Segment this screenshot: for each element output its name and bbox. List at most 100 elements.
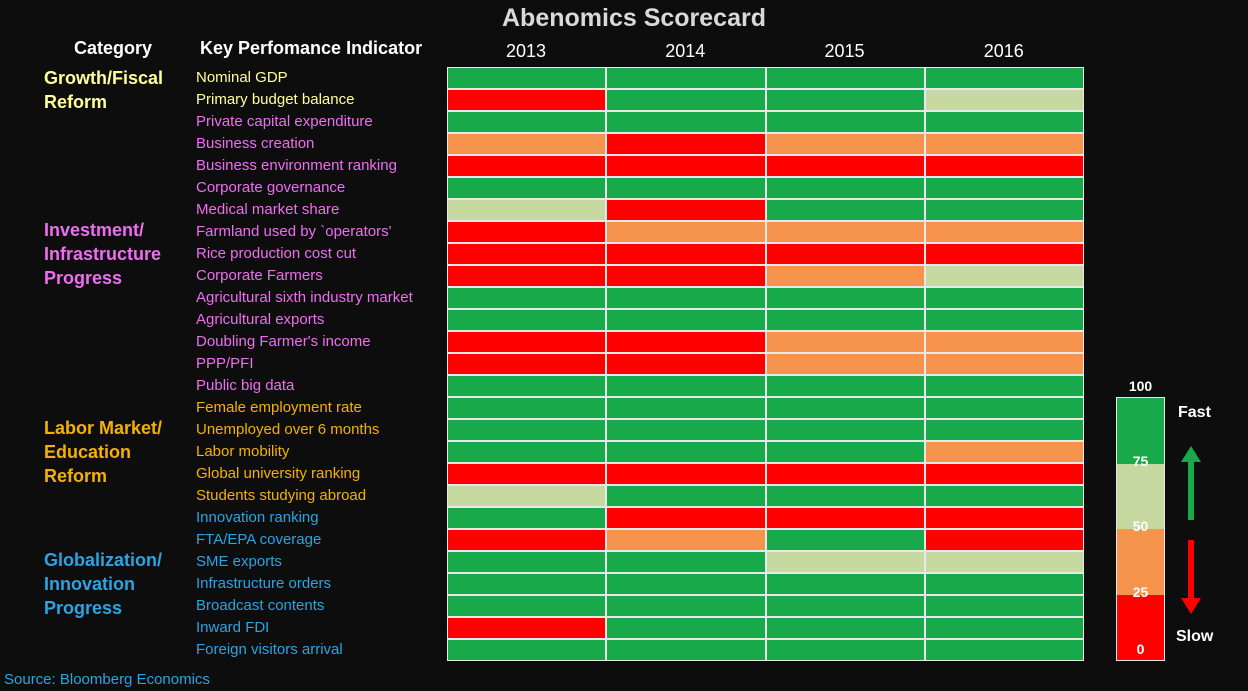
heatmap-cell: [765, 463, 925, 485]
heatmap-cell: [606, 309, 766, 331]
legend-tick-label: 75: [1132, 452, 1149, 469]
heatmap-cell: [924, 419, 1084, 441]
heatmap-cell: [606, 155, 766, 177]
heatmap-cell: [765, 89, 925, 111]
kpi-label: Farmland used by `operators': [196, 223, 392, 240]
heatmap-cell: [924, 441, 1084, 463]
kpi-label: Inward FDI: [196, 619, 270, 636]
heatmap-cell: [765, 551, 925, 573]
heatmap-cell: [606, 243, 766, 265]
kpi-label: Private capital expenditure: [196, 113, 373, 130]
heatmap-cell: [447, 419, 607, 441]
heatmap-cell: [606, 265, 766, 287]
heatmap-cell: [447, 463, 607, 485]
kpi-label: Business creation: [196, 135, 315, 152]
kpi-label: Global university ranking: [196, 465, 361, 482]
heatmap-cell: [447, 397, 607, 419]
kpi-label: Agricultural sixth industry market: [196, 289, 413, 306]
heatmap-cell: [606, 639, 766, 661]
heatmap-cell: [924, 221, 1084, 243]
heatmap-cell: [765, 199, 925, 221]
heatmap-cell: [447, 177, 607, 199]
heatmap-cell: [447, 617, 607, 639]
heatmap-cell: [765, 243, 925, 265]
heatmap-cell: [924, 551, 1084, 573]
kpi-label: SME exports: [196, 553, 282, 570]
kpi-label: Innovation ranking: [196, 509, 319, 526]
heatmap-cell: [765, 155, 925, 177]
category-header: Category: [74, 38, 153, 58]
kpi-label: Labor mobility: [196, 443, 290, 460]
heatmap-cell: [606, 507, 766, 529]
heatmap-cell: [447, 551, 607, 573]
heatmap-cell: [924, 177, 1084, 199]
color-scale-legend: [1116, 397, 1165, 661]
kpi-label: Primary budget balance: [196, 91, 355, 108]
category-label: Investment/ Infrastructure Progress: [44, 220, 162, 288]
kpi-label: Public big data: [196, 377, 295, 394]
kpi-label: Rice production cost cut: [196, 245, 357, 262]
heatmap-cell: [447, 485, 607, 507]
heatmap-cell: [924, 89, 1084, 111]
heatmap-cell: [765, 507, 925, 529]
year-label: 2013: [505, 41, 547, 61]
heatmap-cell: [447, 67, 607, 89]
category-label: Growth/Fiscal Reform: [44, 68, 164, 112]
heatmap-cell: [924, 617, 1084, 639]
heatmap-cell: [924, 485, 1084, 507]
kpi-label: Medical market share: [196, 201, 340, 218]
heatmap-cell: [924, 243, 1084, 265]
legend-tick-label: 100: [1128, 378, 1153, 394]
heatmap-cell: [447, 441, 607, 463]
heatmap-cell: [765, 67, 925, 89]
heatmap-cell: [447, 331, 607, 353]
heatmap-cell: [765, 617, 925, 639]
category-label: Globalization/ Innovation Progress: [44, 550, 163, 618]
category-label: Labor Market/ Education Reform: [44, 418, 163, 486]
kpi-label: Infrastructure orders: [196, 575, 332, 592]
legend-band: [1117, 594, 1164, 660]
source-note: Source: Bloomberg Economics: [4, 671, 210, 688]
heatmap-cell: [606, 617, 766, 639]
heatmap-cell: [606, 133, 766, 155]
kpi-label: Students studying abroad: [196, 487, 367, 504]
heatmap-cell: [924, 639, 1084, 661]
kpi-label: PPP/PFI: [196, 355, 254, 372]
kpi-label: Agricultural exports: [196, 311, 325, 328]
heatmap-cell: [606, 529, 766, 551]
heatmap-cell: [924, 265, 1084, 287]
heatmap-cell: [924, 331, 1084, 353]
heatmap-cell: [924, 353, 1084, 375]
heatmap-cell: [606, 463, 766, 485]
heatmap-cell: [447, 221, 607, 243]
heatmap-cell: [924, 67, 1084, 89]
up-arrow-icon: [1181, 446, 1201, 520]
kpi-label: Corporate Farmers: [196, 267, 323, 284]
kpi-label: Female employment rate: [196, 399, 362, 416]
heatmap-cell: [447, 309, 607, 331]
heatmap-cell: [924, 397, 1084, 419]
heatmap-cell: [606, 573, 766, 595]
heatmap-cell: [924, 199, 1084, 221]
heatmap-cell: [447, 573, 607, 595]
kpi-label: Corporate governance: [196, 179, 346, 196]
heatmap-cell: [447, 265, 607, 287]
heatmap-cell: [447, 243, 607, 265]
heatmap-cell: [606, 441, 766, 463]
kpi-label: Business environment ranking: [196, 157, 397, 174]
heatmap-cell: [924, 155, 1084, 177]
heatmap-cell: [765, 221, 925, 243]
heatmap-cell: [447, 375, 607, 397]
legend-band: [1117, 529, 1164, 595]
heatmap-cell: [606, 419, 766, 441]
heatmap-cell: [606, 595, 766, 617]
heatmap-cell: [924, 309, 1084, 331]
heatmap-grid: [447, 67, 1084, 661]
legend-band: [1117, 398, 1164, 464]
heatmap-cell: [447, 133, 607, 155]
heatmap-cell: [447, 595, 607, 617]
heatmap-cell: [447, 155, 607, 177]
heatmap-cell: [924, 595, 1084, 617]
heatmap-cell: [765, 133, 925, 155]
heatmap-cell: [765, 639, 925, 661]
